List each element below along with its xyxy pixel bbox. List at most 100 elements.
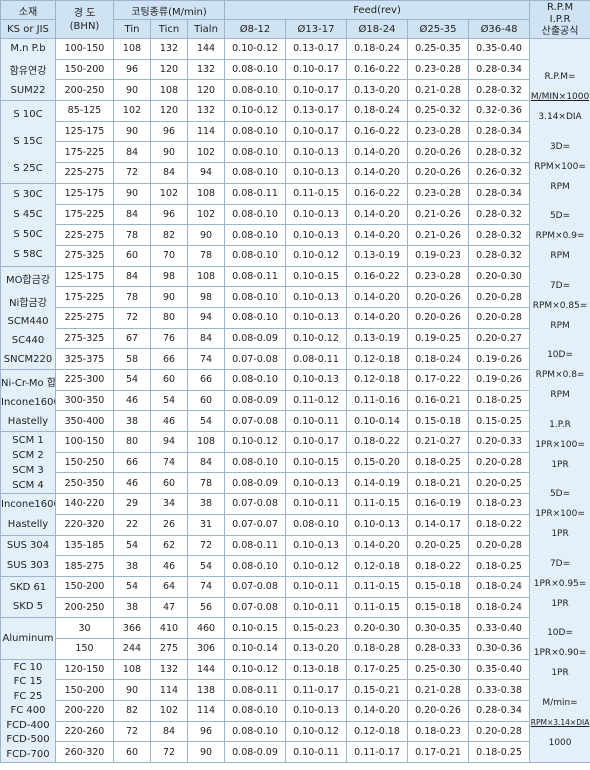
cell: 0.13-0.17 xyxy=(285,100,348,122)
formula-line: R.P.M= xyxy=(544,72,576,82)
cell: 100-150 xyxy=(55,431,114,453)
cell: 84 xyxy=(186,327,226,350)
cell: 0.14-0.20 xyxy=(346,534,409,557)
cell: 350-400 xyxy=(55,410,114,433)
cell: 38 xyxy=(186,493,226,515)
cell: 0.18-0.28 xyxy=(346,637,409,660)
formula-group: 7D= RPM×0.85= RPM xyxy=(531,276,590,336)
cell: 102 xyxy=(150,700,188,722)
cell: 185-275 xyxy=(55,555,114,577)
data-row: S 30C S 45C S 50C S 58C 125-175 90 102 108 0.08-… xyxy=(0,182,590,267)
cell: 0.08-0.10 xyxy=(224,555,287,577)
cell: 82 xyxy=(113,700,151,722)
data-row: Incone1600 Hastelly 140-220 29 34 38 0.07-0.08… xyxy=(0,493,590,536)
cell: 0.14-0.17 xyxy=(407,513,470,536)
cell: 0.13-0.20 xyxy=(346,79,409,102)
data-row: 260-320 60 72 90 0.08-0.09 0.10-0.11 0.11-0.17… xyxy=(1,741,590,764)
formula-line: 1PR xyxy=(551,668,569,679)
cell: 90 xyxy=(113,679,151,701)
header-cell: Ø13-17 xyxy=(285,19,348,39)
material-name: S 45C xyxy=(13,209,43,221)
cell: 0.08-0.10 xyxy=(224,58,287,81)
cell: 140-220 xyxy=(55,493,114,515)
header-row: KS or JIS Tin Ticn Tialn Ø8-12 Ø13-17 Ø18-24 Ø2… xyxy=(0,19,590,39)
cell: 114 xyxy=(150,679,188,701)
formula-group: 10D= 1PR×0.90= 1PR xyxy=(531,623,590,683)
data-row: SKD 61 SKD 5 150-200 54 64 74 0.07-0.08 0.10-0.… xyxy=(0,575,590,619)
cell: 0.20-0.28 xyxy=(468,720,531,743)
cell: 0.16-0.22 xyxy=(346,265,409,288)
cell: 0.12-0.18 xyxy=(346,555,409,577)
cell: 0.20-0.25 xyxy=(468,472,531,495)
cell: 0.28-0.34 xyxy=(468,182,531,205)
cell: 0.21-0.26 xyxy=(407,224,470,246)
material-name: SUM22 xyxy=(10,84,46,96)
cell: 54 xyxy=(113,369,151,391)
cell: 0.20-0.26 xyxy=(407,141,470,164)
cell: 0.10-0.13 xyxy=(285,141,348,164)
cell: 225-275 xyxy=(55,162,114,184)
cell: 78 xyxy=(186,472,226,495)
cell: 80 xyxy=(150,306,188,329)
material-name: Ni-Cr-Mo 합금강 xyxy=(1,378,56,390)
cell: 0.10-0.17 xyxy=(285,431,348,453)
cell: 0.10-0.12 xyxy=(285,244,348,267)
cell: 0.19-0.23 xyxy=(407,244,470,267)
cell: 0.14-0.20 xyxy=(346,141,409,164)
cell: 0.18-0.25 xyxy=(468,741,531,764)
material-name: S 15C xyxy=(13,136,43,148)
cell: 0.23-0.28 xyxy=(407,182,470,205)
cell: 0.15-0.18 xyxy=(407,410,470,433)
data-row: FC 10 FC 15 FC 25 FC 400 FCD-400 FCD-500 FCD-7… xyxy=(0,658,590,764)
cell: 0.13-0.19 xyxy=(346,327,409,350)
cell: 120 xyxy=(150,100,188,122)
cell: 0.18-0.25 xyxy=(468,555,531,577)
header-line: I.P.R xyxy=(549,13,571,25)
formula-group: R.P.M= M/MIN×1000 3.14×DIA xyxy=(531,67,590,127)
header-cell: Ø8-12 xyxy=(224,19,287,39)
cell: 0.16-0.22 xyxy=(346,58,409,81)
material-name: FC 10 xyxy=(13,661,43,673)
cell: 0.20-0.26 xyxy=(407,306,470,329)
cell: 96 xyxy=(113,58,151,81)
data-row: 175-225 78 90 98 0.08-0.10 0.10-0.13 0.14-0.20… xyxy=(1,286,590,308)
material-name: S 50C xyxy=(13,229,43,241)
cell: 0.16-0.22 xyxy=(346,182,409,205)
cell: 31 xyxy=(186,513,226,536)
material-name: Incone1600 xyxy=(1,498,56,510)
cell: 0.08-0.10 xyxy=(224,369,287,391)
cell: 0.11-0.15 xyxy=(346,596,409,619)
material-cell: SKD 61 SKD 5 xyxy=(0,575,56,619)
formula-line: 7D= xyxy=(549,280,571,291)
cell: 70 xyxy=(150,244,188,267)
cell: 0.13-0.17 xyxy=(285,38,348,60)
header-cell: Tin xyxy=(113,19,151,39)
cell: 0.10-0.13 xyxy=(285,286,348,308)
cell: 0.28-0.34 xyxy=(468,700,531,722)
header-cell: 소재 xyxy=(0,0,56,20)
cell: 0.18-0.23 xyxy=(468,493,531,515)
cell: 0.13-0.19 xyxy=(346,244,409,267)
cell: 0.08-0.10 xyxy=(224,120,287,143)
formula-line: RPM xyxy=(550,320,570,331)
cell: 0.28-0.32 xyxy=(468,244,531,267)
material-cell: SUS 304 SUS 303 xyxy=(0,534,56,577)
cell: 0.28-0.32 xyxy=(468,203,531,226)
material-list: SUS 304 SUS 303 xyxy=(2,536,55,575)
formula-line: RPM×3.14×DIA xyxy=(530,717,590,727)
cell: 0.28-0.32 xyxy=(468,141,531,164)
cell: 82 xyxy=(150,224,188,246)
cell: 108 xyxy=(113,38,151,60)
formula-line: 5D= xyxy=(549,211,571,222)
cell: 0.11-0.12 xyxy=(285,389,348,412)
material-name: SKD 5 xyxy=(12,601,44,613)
cell: 300-350 xyxy=(55,389,114,412)
cell: 120 xyxy=(186,79,226,102)
data-row: 250-350 46 60 78 0.08-0.09 0.10-0.13 0.14-0.19… xyxy=(1,472,590,495)
cell: 0.10-0.11 xyxy=(285,493,348,515)
data-row: 175-225 84 90 102 0.08-0.10 0.10-0.13 0.14-0.2… xyxy=(1,141,590,164)
cell: 0.10-0.11 xyxy=(285,741,348,764)
material-name: SCM 4 xyxy=(12,479,44,491)
cell: 0.11-0.17 xyxy=(346,741,409,764)
cell: 0.10-0.14 xyxy=(346,410,409,433)
